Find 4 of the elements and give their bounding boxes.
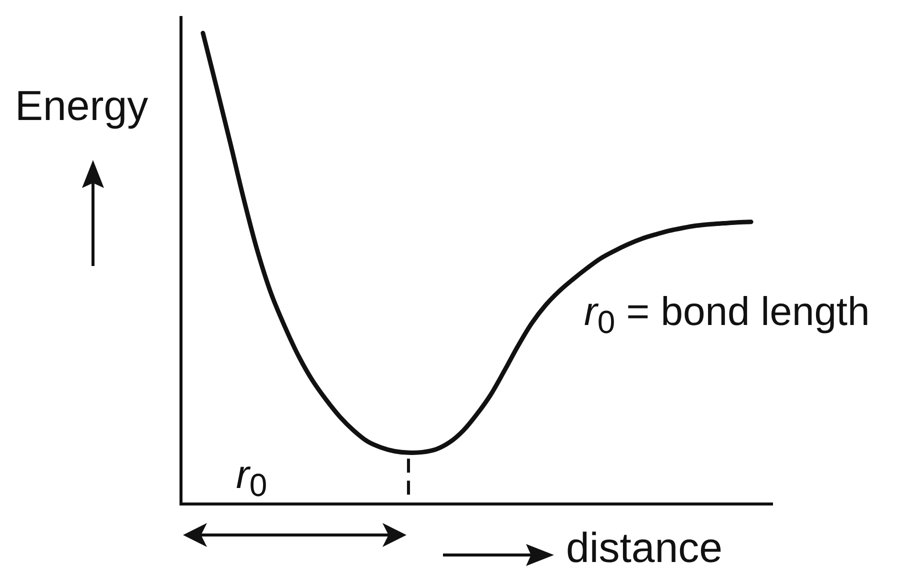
x-axis-title: distance xyxy=(566,524,722,571)
annotation: r$_{0}$ = bond length xyxy=(584,290,870,340)
y-axis-title: Energy xyxy=(15,82,148,129)
annotation: r$_{0}$ xyxy=(236,453,268,503)
